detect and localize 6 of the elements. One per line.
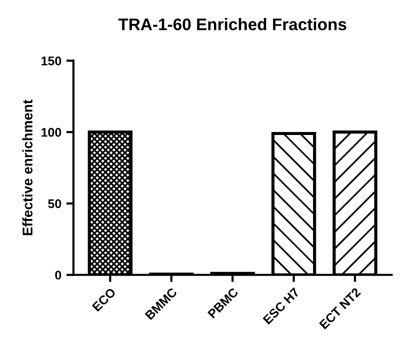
y-axis-title: Effective enrichment [22, 100, 32, 236]
chart-title: TRA-1-60 Enriched Fractions [118, 18, 346, 30]
y-tick-label: 100 [42, 128, 62, 137]
y-tick-label: 0 [55, 270, 62, 280]
y-tick-label: 150 [42, 56, 62, 66]
y-tick-label: 50 [48, 199, 62, 208]
